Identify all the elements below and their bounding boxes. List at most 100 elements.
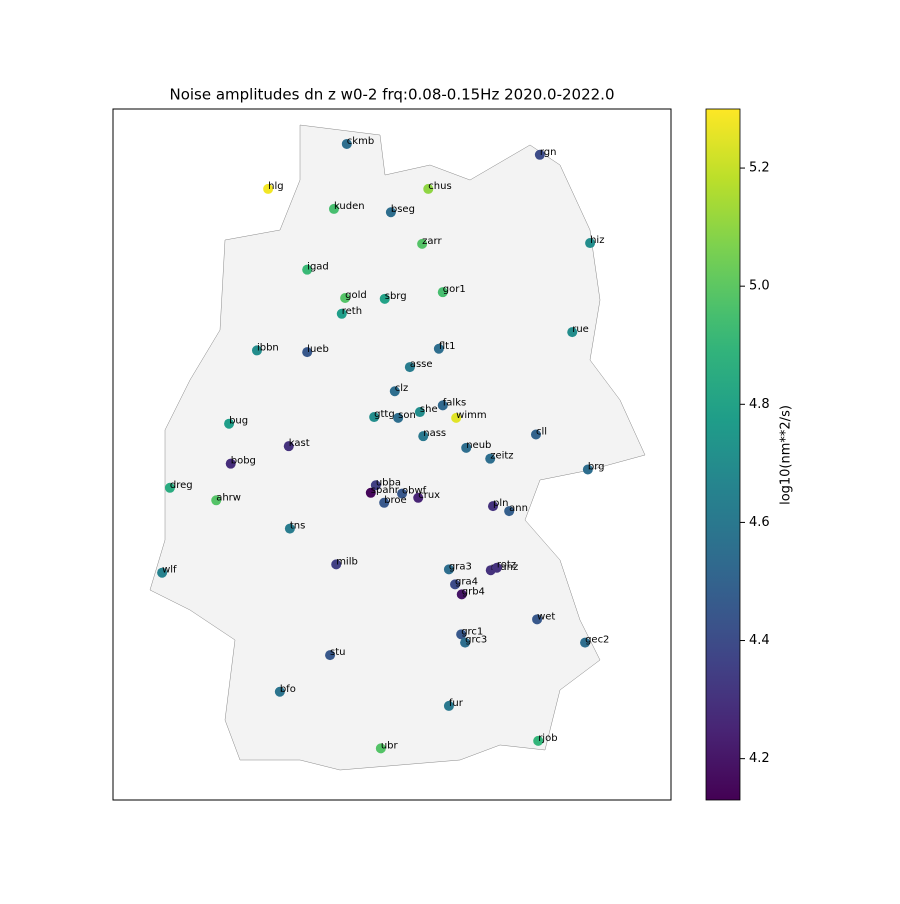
station-label: broe <box>384 495 407 506</box>
station-label: lueb <box>307 344 329 355</box>
station-label: ann <box>509 503 528 514</box>
station-marker <box>504 506 515 517</box>
station-marker <box>450 579 461 590</box>
station-label: bobg <box>231 456 256 467</box>
station-label: rotz <box>497 560 516 571</box>
station-marker <box>418 431 429 442</box>
station-marker <box>283 441 294 452</box>
colorbar <box>705 108 741 801</box>
station-label: bseg <box>391 204 415 215</box>
station-marker <box>211 495 222 506</box>
station-label: hiz <box>590 235 604 246</box>
station-marker <box>404 362 415 373</box>
station-marker <box>582 464 593 475</box>
station-marker <box>451 412 462 423</box>
map-frame <box>112 108 672 801</box>
station-marker <box>379 293 390 304</box>
station-label: cll <box>536 427 547 438</box>
station-marker <box>164 482 175 493</box>
station-marker <box>284 523 295 534</box>
station-marker <box>417 238 428 249</box>
station-label: ahrw <box>216 492 241 503</box>
station-marker <box>567 327 578 338</box>
station-marker <box>580 637 591 648</box>
station-marker <box>274 686 285 697</box>
station-marker <box>485 453 496 464</box>
station-marker <box>302 264 313 275</box>
station-label: igad <box>307 262 329 273</box>
colorbar-tick-label: 4.6 <box>749 515 770 530</box>
station-label: milb <box>336 556 358 567</box>
station-label: fur <box>449 698 464 709</box>
station-label: pln <box>493 498 508 509</box>
chart-title: Noise amplitudes dn z w0-2 frq:0.08-0.15… <box>169 86 614 104</box>
station-marker <box>456 589 467 600</box>
station-label: brg <box>588 461 605 472</box>
station-marker <box>225 458 236 469</box>
station-marker <box>302 347 313 358</box>
station-marker <box>437 400 448 411</box>
station-label: manz <box>491 562 518 573</box>
station-marker <box>157 567 168 578</box>
station-marker <box>370 480 381 491</box>
station-marker <box>385 207 396 218</box>
station-marker <box>423 183 434 194</box>
station-label: clz <box>395 383 409 394</box>
station-marker <box>341 138 352 149</box>
station-label: zeitz <box>490 451 513 462</box>
station-label: bug <box>229 416 248 427</box>
station-label: dreg <box>170 480 193 491</box>
colorbar-label: log10(nm**2/s) <box>779 405 794 505</box>
station-marker <box>456 629 467 640</box>
station-label: ibbn <box>257 342 279 353</box>
station-label: neub <box>466 440 491 451</box>
station-label: chus <box>428 181 451 192</box>
station-marker <box>379 497 390 508</box>
station-marker <box>224 418 235 429</box>
station-label: crux <box>418 490 440 501</box>
station-label: zarr <box>422 236 442 247</box>
station-label: kuden <box>334 201 365 212</box>
station-marker <box>487 501 498 512</box>
station-marker <box>534 149 545 160</box>
station-marker <box>532 614 543 625</box>
colorbar-tick-label: 4.2 <box>749 751 770 766</box>
station-label: ubba <box>376 477 401 488</box>
station-label: falks <box>443 397 466 408</box>
station-marker <box>340 292 351 303</box>
station-label: hlg <box>268 181 283 192</box>
station-label: gra4 <box>455 576 478 587</box>
station-label: rgn <box>540 147 557 158</box>
colorbar-tick-label: 4.4 <box>749 633 770 648</box>
station-label: gttg <box>374 409 395 420</box>
station-marker <box>433 343 444 354</box>
station-label: grc3 <box>465 635 487 646</box>
country-shape <box>149 124 646 771</box>
colorbar-tick-label: 5.0 <box>749 279 770 294</box>
station-label: son <box>398 410 416 421</box>
station-label: wet <box>537 611 555 622</box>
station-marker <box>336 308 347 319</box>
station-marker <box>530 429 541 440</box>
station-label: she <box>420 404 438 415</box>
station-label: wimm <box>456 410 486 421</box>
colorbar-tick-label: 4.8 <box>749 397 770 412</box>
station-marker <box>389 386 400 397</box>
station-marker <box>263 183 274 194</box>
station-label: rjob <box>538 733 557 744</box>
station-marker <box>397 488 408 499</box>
station-label: asse <box>410 359 433 370</box>
station-label: rue <box>572 324 589 335</box>
station-marker <box>437 287 448 298</box>
station-label: gec2 <box>585 635 609 646</box>
station-marker <box>460 637 471 648</box>
station-label: spahr <box>371 485 400 496</box>
station-marker <box>365 487 376 498</box>
station-label: ubr <box>381 740 399 751</box>
station-label: nass <box>423 428 446 439</box>
station-marker <box>491 562 502 573</box>
station-marker <box>413 492 424 503</box>
station-label: gor1 <box>443 284 466 295</box>
station-marker <box>251 345 262 356</box>
